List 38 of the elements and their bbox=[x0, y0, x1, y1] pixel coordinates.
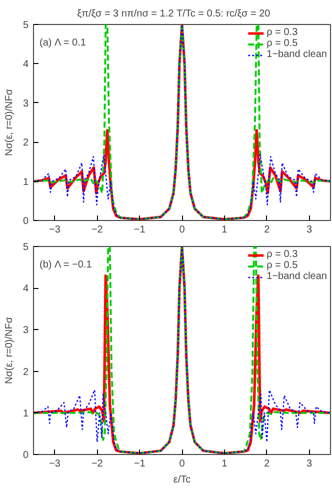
x-tick-label: 3 bbox=[306, 224, 313, 236]
y-tick-label: 0 bbox=[22, 450, 29, 461]
x-tick-label: −2 bbox=[91, 224, 104, 236]
x-tick-label: 0 bbox=[179, 458, 186, 470]
x-tick-label: 3 bbox=[306, 458, 313, 470]
y-tick-label: 0 bbox=[22, 216, 29, 227]
legend-label: ρ = 0.3 bbox=[266, 27, 298, 38]
y-tick-label: 2 bbox=[22, 366, 29, 378]
y-tick-label: 4 bbox=[22, 59, 29, 70]
x-tick-label: −1 bbox=[134, 458, 146, 470]
y-tick-label: 4 bbox=[22, 284, 29, 295]
y-tick-label: 5 bbox=[22, 20, 29, 31]
chart-title: ξπ/ξσ = 3 nπ/nσ = 1.2 T/Tc = 0.5: rc/ξσ = 20 bbox=[77, 8, 271, 20]
y-axis-title: Nσ(ε, r=0)/NFσ bbox=[4, 316, 15, 384]
x-tick-label: −2 bbox=[91, 458, 104, 470]
x-tick-label: 1 bbox=[222, 458, 228, 470]
x-tick-label: −3 bbox=[49, 458, 61, 470]
x-tick-label: 2 bbox=[264, 224, 270, 236]
y-axis-title: Nσ(ε, r=0)/NFσ bbox=[4, 88, 15, 156]
y-tick-label: 5 bbox=[22, 242, 29, 253]
legend-label: ρ = 0.5 bbox=[266, 260, 298, 271]
x-tick-label: −1 bbox=[134, 224, 146, 236]
annotation: (a) Λ = 0.1 bbox=[40, 38, 86, 48]
y-tick-label: 3 bbox=[22, 98, 29, 110]
y-tick-label: 1 bbox=[22, 176, 29, 188]
legend-label: ρ = 0.3 bbox=[266, 249, 298, 260]
x-tick-label: 0 bbox=[179, 224, 186, 236]
legend-label: 1−band clean bbox=[266, 271, 327, 282]
y-tick-label: 2 bbox=[22, 138, 29, 149]
annotation: (b) Λ = −0.1 bbox=[40, 260, 92, 270]
legend-label: 1−band clean bbox=[266, 49, 327, 60]
x-tick-label: 2 bbox=[264, 458, 270, 470]
y-tick-label: 3 bbox=[22, 325, 29, 336]
legend-label: ρ = 0.5 bbox=[266, 38, 298, 49]
x-tick-label: 1 bbox=[222, 224, 228, 236]
y-tick-label: 1 bbox=[22, 408, 29, 420]
x-axis-title: ε/Tc bbox=[173, 474, 191, 486]
x-tick-label: −3 bbox=[49, 224, 61, 236]
